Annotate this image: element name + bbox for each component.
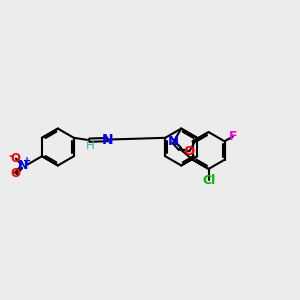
Text: O: O — [11, 167, 21, 180]
Text: N: N — [18, 159, 28, 172]
Text: H: H — [85, 139, 94, 152]
Text: N: N — [168, 136, 179, 148]
Text: -: - — [9, 151, 14, 164]
Text: O: O — [11, 152, 21, 165]
Text: Cl: Cl — [202, 174, 215, 187]
Text: O: O — [184, 145, 195, 158]
Text: F: F — [229, 130, 237, 143]
Text: +: + — [23, 156, 32, 166]
Text: N: N — [101, 133, 113, 147]
